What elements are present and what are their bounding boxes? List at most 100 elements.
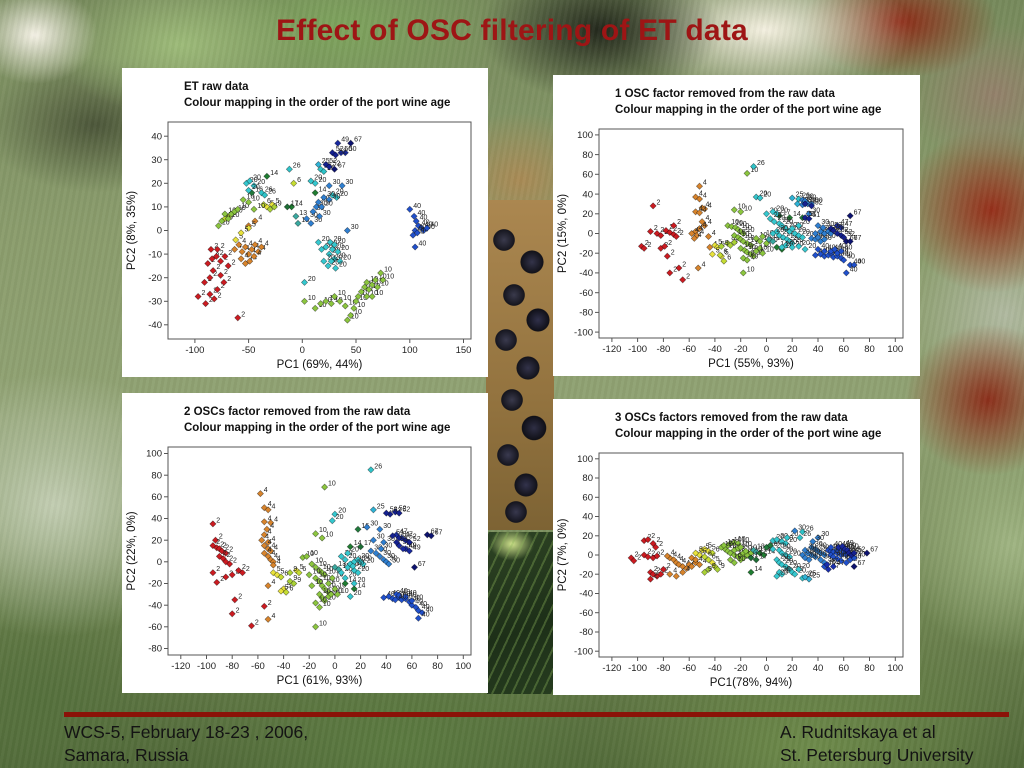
svg-text:10: 10 xyxy=(370,290,378,297)
svg-text:67: 67 xyxy=(850,235,858,242)
svg-text:2: 2 xyxy=(233,558,237,565)
svg-text:4: 4 xyxy=(262,245,266,252)
svg-text:30: 30 xyxy=(815,541,823,548)
svg-text:4: 4 xyxy=(258,238,262,245)
svg-text:2: 2 xyxy=(232,259,236,266)
svg-text:20: 20 xyxy=(361,566,369,573)
svg-text:-80: -80 xyxy=(579,308,593,319)
svg-text:30: 30 xyxy=(806,549,814,556)
svg-text:10: 10 xyxy=(315,558,323,565)
svg-text:60: 60 xyxy=(407,661,418,672)
svg-text:10: 10 xyxy=(747,266,755,273)
svg-text:67: 67 xyxy=(870,547,878,554)
svg-text:5: 5 xyxy=(277,566,281,573)
svg-text:40: 40 xyxy=(834,245,842,252)
svg-text:2: 2 xyxy=(654,573,658,580)
svg-text:30: 30 xyxy=(151,155,162,166)
svg-text:20: 20 xyxy=(338,238,346,245)
svg-text:47: 47 xyxy=(845,221,853,228)
svg-text:10: 10 xyxy=(381,281,389,288)
svg-text:5: 5 xyxy=(718,239,722,246)
svg-text:10: 10 xyxy=(751,237,759,244)
svg-text:4: 4 xyxy=(699,205,703,212)
svg-text:4: 4 xyxy=(242,238,246,245)
chart-title-line2: Colour mapping in the order of the port … xyxy=(184,422,451,435)
svg-text:2: 2 xyxy=(216,539,220,546)
svg-text:10: 10 xyxy=(238,205,246,212)
svg-text:10: 10 xyxy=(384,267,392,274)
svg-text:-100: -100 xyxy=(197,661,216,672)
svg-text:40: 40 xyxy=(854,553,862,560)
svg-text:26: 26 xyxy=(374,463,382,470)
svg-text:4: 4 xyxy=(268,515,272,522)
svg-text:10: 10 xyxy=(349,300,357,307)
svg-text:-100: -100 xyxy=(574,327,593,338)
svg-text:80: 80 xyxy=(151,470,162,481)
svg-text:30: 30 xyxy=(385,542,393,549)
svg-text:40: 40 xyxy=(419,601,427,608)
svg-text:10: 10 xyxy=(362,290,370,297)
svg-text:40: 40 xyxy=(427,224,435,231)
svg-text:6: 6 xyxy=(712,553,716,560)
svg-text:53: 53 xyxy=(837,224,845,231)
svg-text:25: 25 xyxy=(796,192,804,199)
svg-text:26: 26 xyxy=(327,165,335,172)
svg-text:10: 10 xyxy=(232,212,240,219)
svg-text:4: 4 xyxy=(245,252,249,259)
svg-text:-60: -60 xyxy=(682,663,696,674)
svg-text:4: 4 xyxy=(695,227,699,234)
svg-text:52: 52 xyxy=(809,197,817,204)
svg-text:2: 2 xyxy=(217,264,221,271)
svg-text:4: 4 xyxy=(700,229,704,236)
svg-text:30: 30 xyxy=(383,523,391,530)
svg-text:10: 10 xyxy=(328,582,336,589)
svg-text:30: 30 xyxy=(323,210,331,217)
svg-text:14: 14 xyxy=(358,582,366,589)
svg-text:2: 2 xyxy=(657,568,661,575)
svg-text:5: 5 xyxy=(239,233,243,240)
svg-text:20: 20 xyxy=(349,553,357,560)
svg-text:9: 9 xyxy=(293,575,297,582)
svg-text:6: 6 xyxy=(284,571,288,578)
svg-text:2: 2 xyxy=(216,566,220,573)
svg-text:4: 4 xyxy=(699,225,703,232)
svg-text:10: 10 xyxy=(328,594,336,601)
svg-text:5: 5 xyxy=(706,544,710,551)
svg-text:40: 40 xyxy=(418,210,426,217)
svg-text:20: 20 xyxy=(780,553,788,560)
svg-text:4: 4 xyxy=(270,523,274,530)
svg-text:20: 20 xyxy=(364,555,372,562)
svg-text:6: 6 xyxy=(716,547,720,554)
scatter-plot-1-osc: -120 -100 -80 -60 -40 -20 0 20 40 60 80 100 -100 -80-… xyxy=(555,119,918,374)
svg-text:4: 4 xyxy=(272,579,276,586)
svg-text:13: 13 xyxy=(760,546,768,553)
svg-text:2: 2 xyxy=(229,555,233,562)
svg-text:4: 4 xyxy=(277,559,281,566)
svg-text:30: 30 xyxy=(379,547,387,554)
svg-text:20: 20 xyxy=(789,560,797,567)
grape-cluster-photo-strip xyxy=(486,200,554,530)
svg-text:2: 2 xyxy=(242,564,246,571)
svg-text:40: 40 xyxy=(420,215,428,222)
svg-text:10: 10 xyxy=(766,247,774,254)
svg-text:20: 20 xyxy=(778,215,786,222)
svg-text:4: 4 xyxy=(703,193,707,200)
svg-text:2: 2 xyxy=(677,219,681,226)
svg-text:10: 10 xyxy=(313,568,321,575)
svg-text:4: 4 xyxy=(252,248,256,255)
svg-text:-80: -80 xyxy=(148,644,162,655)
chart-title-line2: Colour mapping in the order of the port … xyxy=(615,104,882,117)
svg-text:2: 2 xyxy=(648,534,652,541)
svg-text:2: 2 xyxy=(635,551,639,558)
svg-text:-120: -120 xyxy=(602,663,621,674)
svg-text:20: 20 xyxy=(776,534,784,541)
svg-text:2: 2 xyxy=(680,230,684,237)
svg-text:40: 40 xyxy=(425,222,433,229)
svg-text:40: 40 xyxy=(845,252,853,259)
svg-text:52: 52 xyxy=(845,229,853,236)
svg-text:40: 40 xyxy=(413,203,421,210)
svg-text:53: 53 xyxy=(834,222,842,229)
slide-title: Effect of OSC filtering of ET data xyxy=(276,14,748,47)
svg-text:40: 40 xyxy=(828,245,836,252)
svg-text:5: 5 xyxy=(699,547,703,554)
